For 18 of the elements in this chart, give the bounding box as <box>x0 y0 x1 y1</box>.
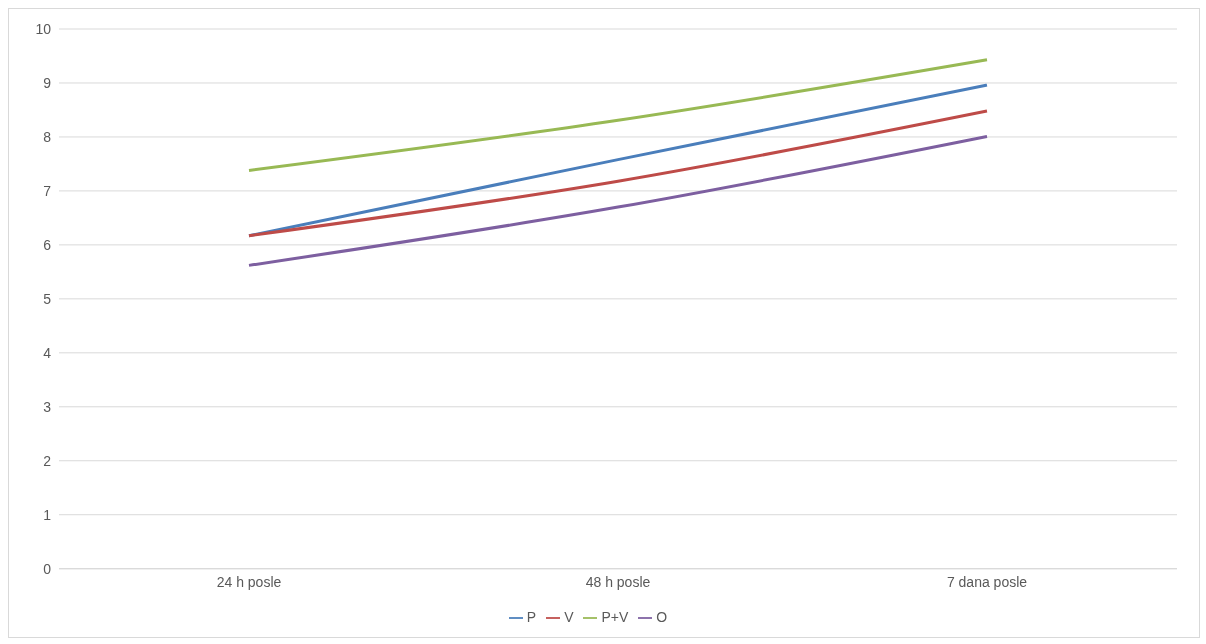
y-tick-label: 6 <box>43 236 52 253</box>
y-tick-label: 5 <box>43 290 52 307</box>
y-tick-label: 8 <box>43 128 52 145</box>
x-tick-label: 48 h posle <box>585 573 651 590</box>
y-tick-label: 10 <box>35 20 52 37</box>
x-tick-label: 24 h posle <box>216 573 282 590</box>
x-tick-label: 7 dana posle <box>946 573 1028 590</box>
legend-label: P <box>526 608 537 625</box>
y-tick-label: 2 <box>43 452 52 469</box>
y-tick-label: 0 <box>43 560 52 577</box>
y-tick-label: 9 <box>43 74 52 91</box>
y-tick-label: 7 <box>43 182 52 199</box>
y-tick-label: 4 <box>43 344 52 361</box>
legend-label: P+V <box>601 608 629 625</box>
y-tick-label: 3 <box>43 398 52 415</box>
y-tick-label: 1 <box>43 506 52 523</box>
legend-label: V <box>564 608 574 625</box>
legend-label: O <box>656 608 668 625</box>
